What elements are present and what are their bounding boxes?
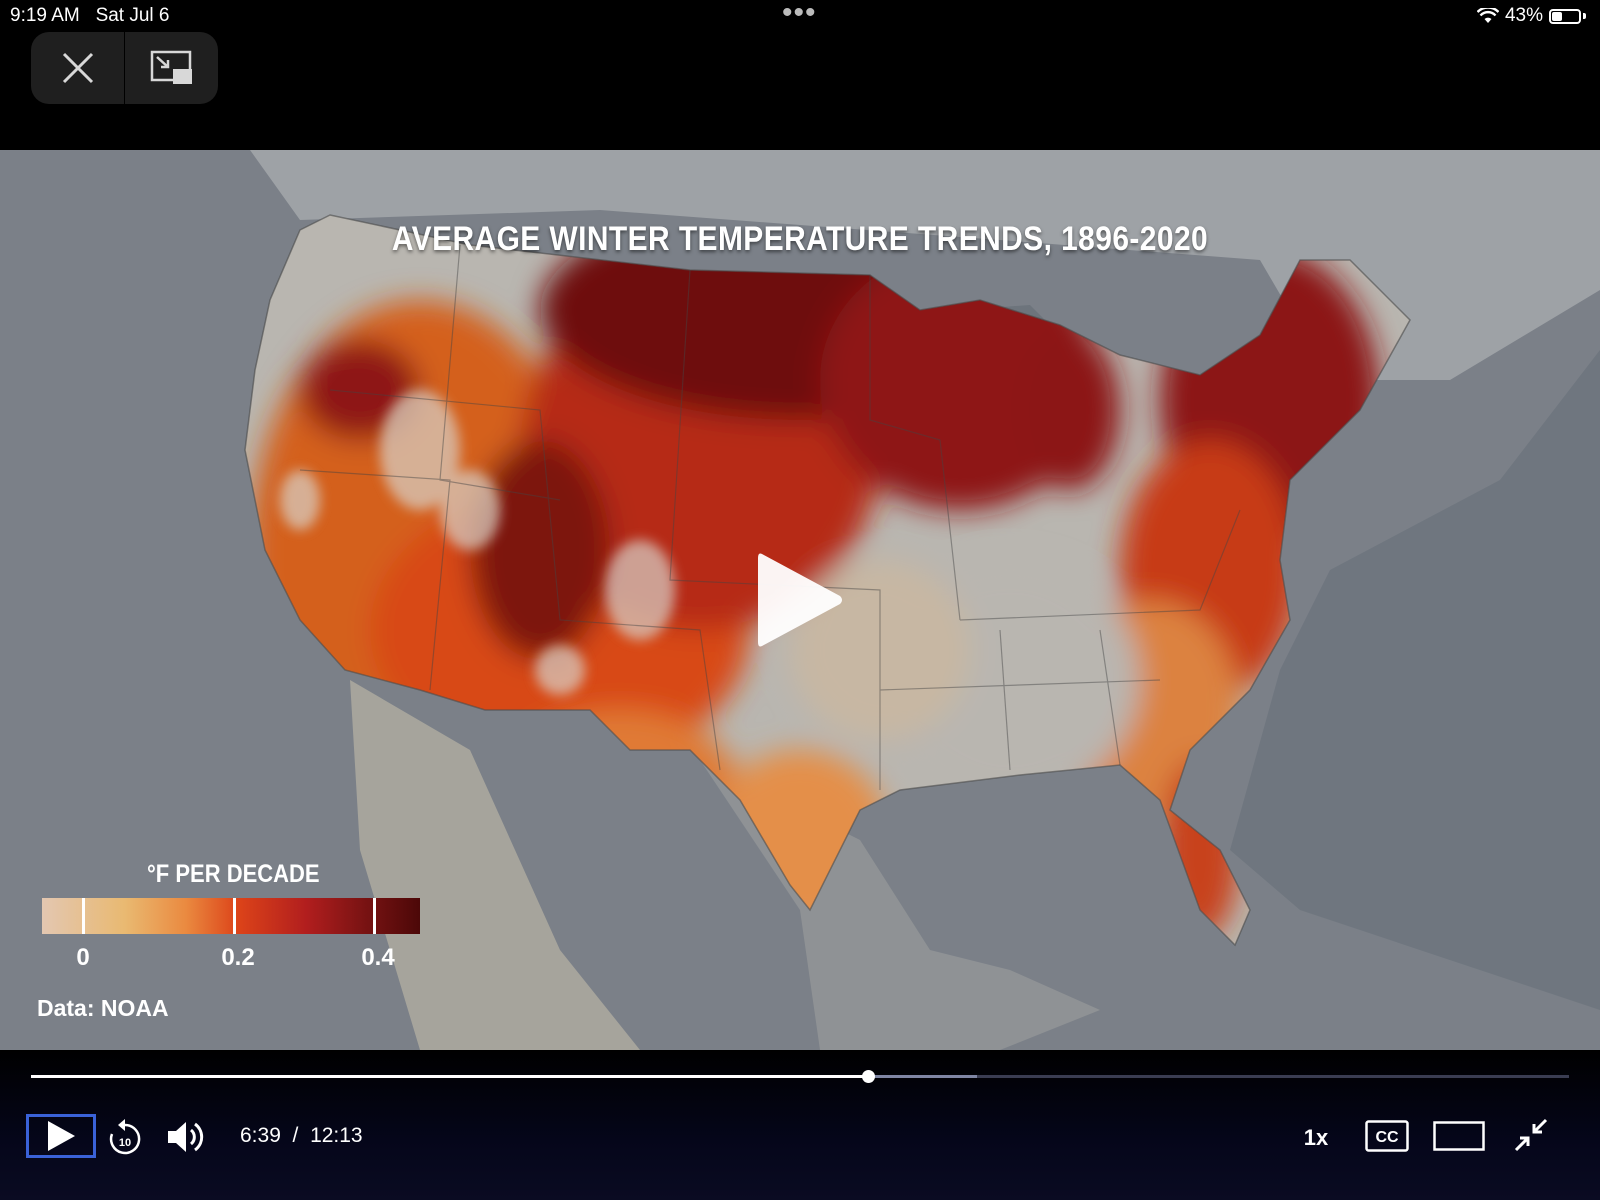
play-icon [48, 1121, 75, 1151]
time-separator: / [292, 1124, 299, 1147]
legend-tick-0.4 [373, 898, 376, 934]
picture-in-picture-exit-icon [150, 50, 192, 84]
legend-label-0: 0 [76, 944, 90, 971]
rewind-10-icon: 10 [109, 1119, 141, 1155]
volume-button[interactable] [164, 1116, 208, 1158]
exit-fullscreen-icon [1514, 1118, 1548, 1152]
legend-label-0.2: 0.2 [221, 944, 255, 971]
play-icon [758, 553, 842, 647]
video-frame[interactable]: AVERAGE WINTER TEMPERATURE TRENDS, 1896-… [0, 150, 1600, 1050]
exit-fullscreen-button[interactable] [1512, 1116, 1550, 1154]
theater-mode-icon [1433, 1121, 1485, 1151]
closed-captions-icon: CC [1365, 1120, 1409, 1152]
player-control-bar: 10 6:39 / 12:13 1x CC [0, 1050, 1600, 1200]
status-right: 43% [1476, 5, 1586, 27]
status-date: Sat Jul 6 [95, 5, 170, 26]
legend-color-scale [42, 898, 420, 934]
play-button[interactable] [26, 1114, 96, 1158]
legend-tick-0.2 [233, 898, 236, 934]
battery-percent: 43% [1504, 5, 1543, 26]
status-time: 9:19 AM Sat Jul 6 [10, 5, 170, 26]
top-controls [31, 32, 218, 104]
rewind-10-button[interactable]: 10 [106, 1116, 144, 1158]
video-title: AVERAGE WINTER TEMPERATURE TRENDS, 1896-… [391, 220, 1209, 258]
captions-button[interactable]: CC [1364, 1118, 1410, 1154]
theater-mode-button[interactable] [1432, 1120, 1486, 1152]
picture-in-picture-button[interactable] [124, 32, 218, 104]
svg-text:10: 10 [119, 1137, 131, 1149]
volume-icon [168, 1122, 204, 1152]
current-time: 6:39 [240, 1124, 281, 1147]
progress-bar[interactable] [31, 1070, 1569, 1083]
data-source-label: Data: NOAA [37, 995, 169, 1021]
legend-label-0.4: 0.4 [361, 944, 395, 971]
svg-text:CC: CC [1375, 1129, 1399, 1146]
progress-handle[interactable] [861, 1070, 875, 1083]
legend: °F PER DECADE 0 0.2 0.4 [42, 860, 422, 980]
wifi-icon [1476, 8, 1499, 23]
status-bar: 9:19 AM Sat Jul 6 ••• 43% [0, 0, 1600, 34]
multitasking-dots-icon[interactable]: ••• [782, 0, 817, 29]
playback-speed-button[interactable]: 1x [1303, 1125, 1329, 1150]
close-icon [62, 52, 93, 84]
legend-tick-0 [82, 898, 85, 934]
time-display: 6:39 / 12:13 [240, 1124, 363, 1148]
big-play-button[interactable] [754, 548, 846, 657]
battery-icon [1549, 8, 1581, 24]
progress-played [31, 1075, 868, 1078]
close-button[interactable] [31, 32, 124, 104]
duration: 12:13 [310, 1124, 363, 1147]
legend-title: °F PER DECADE [147, 860, 320, 888]
